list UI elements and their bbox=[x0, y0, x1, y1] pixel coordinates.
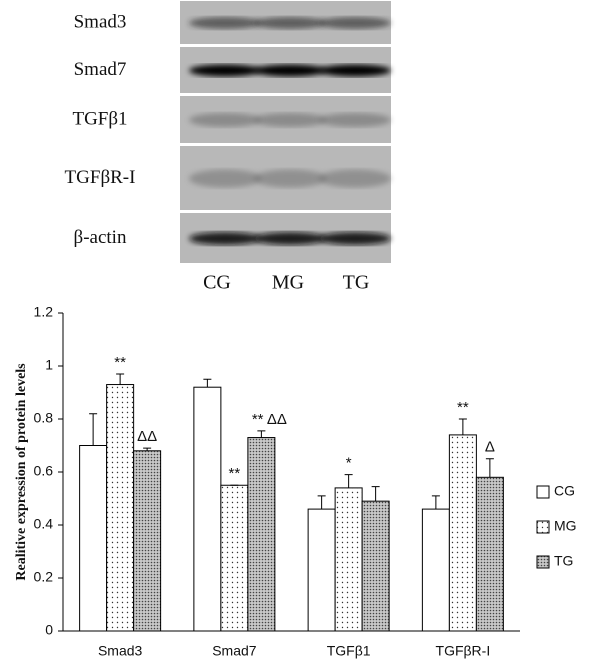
error-bar bbox=[143, 447, 152, 451]
y-tick-label: 0 bbox=[45, 622, 53, 638]
bar bbox=[133, 450, 162, 632]
x-tick-label: Smad3 bbox=[98, 643, 143, 659]
bar-chart: 0 0.2 0.4 0.6 0.8 1 1.2 Realitive expression of… bbox=[14, 304, 576, 659]
significance-label: ** ΔΔ bbox=[252, 411, 287, 428]
blot-band bbox=[254, 232, 326, 245]
significance-label: ** bbox=[229, 465, 241, 482]
bar bbox=[106, 384, 135, 632]
blot-band bbox=[254, 17, 326, 29]
lane-label: TG bbox=[343, 272, 370, 294]
blot-row-label: β-actin bbox=[74, 227, 127, 248]
error-bar bbox=[458, 418, 467, 435]
error-bar bbox=[485, 458, 494, 478]
significance-label: ΔΔ bbox=[137, 428, 157, 445]
legend-swatch bbox=[536, 485, 550, 499]
blot-band bbox=[319, 232, 391, 245]
bar bbox=[334, 487, 363, 632]
significance-label: ** bbox=[114, 354, 126, 371]
bar bbox=[79, 445, 108, 632]
bar bbox=[448, 434, 477, 632]
error-bar bbox=[317, 495, 326, 510]
y-tick-label: 0.2 bbox=[34, 569, 54, 585]
error-bar bbox=[257, 430, 266, 438]
significance-label: Δ bbox=[485, 439, 495, 456]
blot-band bbox=[254, 113, 326, 127]
error-bar bbox=[116, 373, 125, 385]
blot-band bbox=[319, 113, 391, 127]
significance-label: ** bbox=[457, 399, 469, 416]
x-tick-label: TGFβ1 bbox=[327, 643, 371, 659]
bar bbox=[307, 508, 336, 632]
blot-row-label: TGFβR-I bbox=[65, 167, 136, 188]
error-bar bbox=[371, 486, 380, 502]
blot-band bbox=[254, 64, 326, 77]
blot-band bbox=[189, 169, 261, 188]
x-tick-label: TGFβR-I bbox=[436, 643, 491, 659]
legend-label: CG bbox=[554, 483, 575, 499]
bar bbox=[361, 500, 390, 632]
blot-band bbox=[189, 64, 261, 77]
blot-band bbox=[319, 169, 391, 188]
y-tick-label: 1.2 bbox=[34, 304, 54, 320]
y-tick-label: 1 bbox=[45, 357, 53, 373]
blot-row-label: Smad7 bbox=[74, 59, 127, 80]
western-blot: Smad3 Smad7 TGFβ1 TGFβR-I β-actin CG MG TG bbox=[65, 1, 391, 294]
blot-row-label: Smad3 bbox=[74, 11, 127, 32]
blot-row-label: TGFβ1 bbox=[72, 108, 127, 129]
bar bbox=[220, 484, 249, 632]
blot-band bbox=[319, 64, 391, 77]
bar bbox=[193, 386, 222, 632]
bar bbox=[421, 508, 450, 632]
y-tick-label: 0.6 bbox=[34, 463, 54, 479]
y-tick-label: 0.4 bbox=[34, 516, 54, 532]
error-bar bbox=[89, 413, 98, 446]
legend-label: MG bbox=[554, 518, 577, 534]
legend-swatch bbox=[536, 520, 550, 534]
blot-band bbox=[254, 169, 326, 188]
y-axis-label: Realitive expression of protein levels bbox=[14, 363, 29, 581]
bar bbox=[247, 437, 276, 632]
blot-band bbox=[319, 17, 391, 29]
error-bar bbox=[203, 378, 212, 388]
x-tick-label: Smad7 bbox=[212, 643, 257, 659]
legend-label: TG bbox=[554, 553, 573, 569]
blot-band bbox=[189, 232, 261, 245]
lane-label: MG bbox=[272, 272, 304, 294]
blot-band bbox=[189, 17, 261, 29]
significance-label: * bbox=[346, 455, 352, 472]
legend-swatch bbox=[536, 555, 550, 569]
lane-label: CG bbox=[203, 272, 231, 294]
y-tick-label: 0.8 bbox=[34, 410, 54, 426]
bar bbox=[475, 476, 504, 632]
blot-band bbox=[189, 113, 261, 127]
error-bar bbox=[344, 474, 353, 488]
error-bar bbox=[431, 495, 440, 510]
